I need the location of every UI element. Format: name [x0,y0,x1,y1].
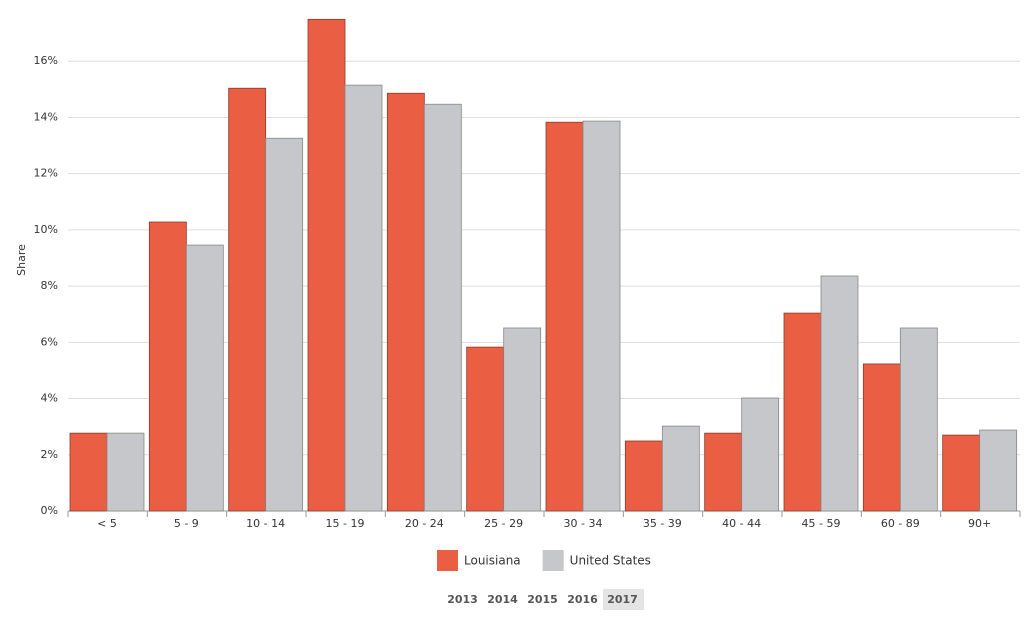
y-tick-label: 14% [34,110,58,123]
bar [624,440,663,512]
x-tick-label: 20 - 24 [405,517,444,530]
bar [741,397,780,512]
legend-swatch [437,550,458,571]
bar [228,87,267,512]
bar [661,425,700,512]
year-button[interactable]: 2017 [607,593,638,606]
bar [185,244,224,512]
bar [344,84,383,512]
year-button[interactable]: 2013 [447,593,478,606]
bar [148,221,187,512]
bar [307,18,346,512]
year-button[interactable]: 2015 [527,593,558,606]
y-tick-label: 10% [34,223,58,236]
y-tick-label: 16% [34,54,58,67]
x-tick-label: 90+ [968,517,991,530]
x-tick-label: 15 - 19 [326,517,365,530]
y-tick-label: 0% [41,504,58,517]
legend-label: Louisiana [464,554,521,568]
bar [862,363,901,512]
x-tick-label: 35 - 39 [643,517,682,530]
x-tick-label: 45 - 59 [802,517,841,530]
x-tick-label: 5 - 9 [174,517,199,530]
bar [265,137,304,512]
y-tick-label: 12% [34,167,58,180]
x-tick-label: 60 - 89 [881,517,920,530]
bar [386,92,425,512]
year-button[interactable]: 2016 [567,593,598,606]
year-selected-bg [603,589,644,610]
x-tick-label: 40 - 44 [722,517,761,530]
legend-swatch [542,550,564,571]
x-tick-label: < 5 [97,517,117,530]
legend-label: United States [570,554,651,568]
bar [704,432,743,512]
x-tick-label: 10 - 14 [246,517,285,530]
bar [106,432,145,512]
x-tick-label: 25 - 29 [484,517,523,530]
y-tick-label: 6% [41,335,58,348]
x-tick-label: 30 - 34 [564,517,603,530]
y-tick-label: 4% [41,392,58,405]
y-axis-label: Share [15,244,28,276]
bar [582,120,621,512]
bar [503,327,542,512]
bar [979,429,1018,512]
bar [545,121,584,512]
y-tick-label: 8% [41,279,58,292]
bar [783,312,822,512]
bar [942,434,981,512]
bar [466,346,505,512]
bar [69,432,108,512]
year-button[interactable]: 2014 [487,593,518,606]
bar [423,103,462,512]
y-tick-label: 2% [41,448,58,461]
bar [820,275,859,512]
bar [899,327,938,512]
